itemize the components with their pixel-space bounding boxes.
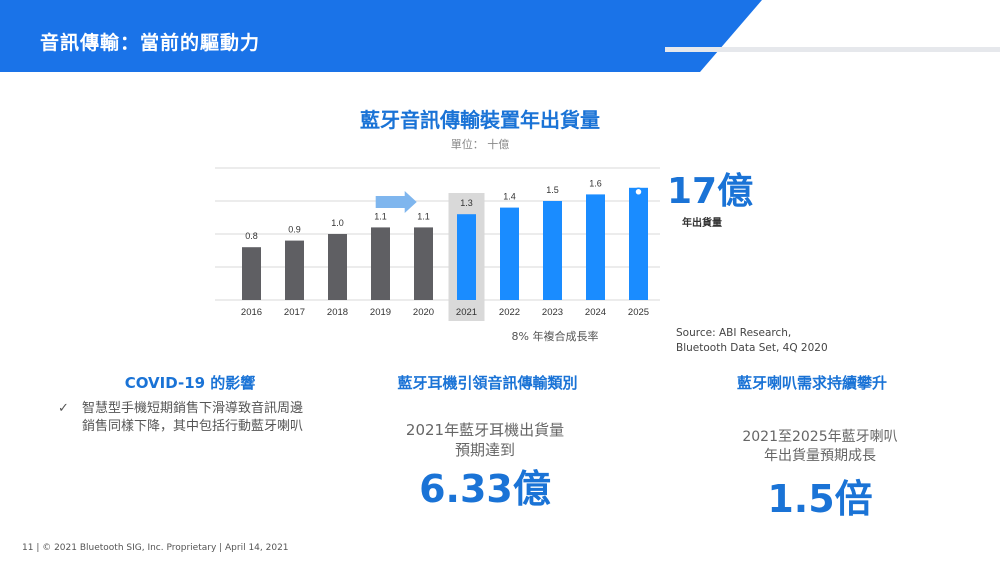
data-label-2016: 0.8 — [245, 231, 258, 241]
headphones-desc-line-2: 預期達到 — [454, 441, 515, 459]
speakers-number: 1.5倍 — [767, 477, 873, 521]
shipment-callout-value: 17億 — [667, 171, 754, 212]
covid-bullet-text: 智慧型手機短期銷售下滑導致音訊周邊銷售同樣下降，其中包括行動藍牙喇叭 — [82, 401, 304, 434]
x-tick-2024: 2024 — [585, 307, 606, 318]
x-tick-2021: 2021 — [456, 307, 477, 318]
x-tick-2020: 2020 — [413, 307, 434, 318]
data-label-2017: 0.9 — [288, 225, 301, 235]
x-tick-2016: 2016 — [241, 307, 262, 318]
x-tick-2023: 2023 — [542, 307, 563, 318]
chart-unit-label: 單位： 十億 — [450, 138, 510, 151]
headphones-desc: 2021年藍牙耳機出貨量 預期達到 — [380, 420, 590, 460]
speakers-desc: 2021至2025年藍牙喇叭 年出貨量預期成長 — [720, 428, 920, 466]
data-label-2020: 1.1 — [417, 211, 430, 221]
bar-2021 — [457, 214, 476, 300]
speakers-title: 藍牙喇叭需求持續攀升 — [736, 374, 887, 392]
data-label-2024: 1.6 — [589, 178, 602, 188]
headphones-desc-line-1: 2021年藍牙耳機出貨量 — [405, 421, 565, 439]
slide-title: 音訊傳輸：當前的驅動力 — [40, 32, 261, 54]
speakers-desc-line-2: 年出貨量預期成長 — [764, 448, 876, 464]
cagr-note: 8% 年複合成長率 — [511, 330, 599, 343]
source-line-2: Bluetooth Data Set, 4Q 2020 — [676, 342, 828, 354]
shipment-callout-label: 年出貨量 — [682, 218, 722, 229]
data-label-2023: 1.5 — [546, 185, 559, 195]
data-label-2022: 1.4 — [503, 192, 516, 202]
header-shape — [0, 0, 1000, 72]
headphones-title: 藍牙耳機引領音訊傳輸類別 — [397, 374, 578, 392]
data-label-2021: 1.3 — [460, 198, 473, 208]
bar-2024 — [586, 194, 605, 300]
bar-2025 — [629, 187, 648, 300]
x-tick-2019: 2019 — [370, 307, 391, 318]
source-note: Source: ABI Research, Bluetooth Data Set… — [676, 326, 866, 356]
check-icon: ✓ — [58, 401, 69, 416]
bar-2019 — [371, 227, 390, 300]
data-label-2019: 1.1 — [374, 211, 387, 221]
bar-2023 — [543, 201, 562, 300]
covid-impact-title: COVID-19 的影響 — [124, 374, 256, 392]
bar-2020 — [414, 227, 433, 300]
speakers-desc-line-1: 2021至2025年藍牙喇叭 — [742, 429, 898, 445]
headphones-number: 6.33億 — [419, 467, 551, 511]
bar-2018 — [328, 234, 347, 300]
source-line-1: Source: ABI Research, — [676, 327, 792, 339]
x-tick-2025: 2025 — [628, 307, 649, 318]
x-tick-2018: 2018 — [327, 307, 348, 318]
bar-2017 — [285, 240, 304, 300]
data-label-2018: 1.0 — [331, 218, 344, 228]
footer: 11 | © 2021 Bluetooth SIG, Inc. Propriet… — [22, 543, 289, 553]
callout-marker — [634, 187, 643, 197]
x-tick-2017: 2017 — [284, 307, 305, 318]
chart-title: 藍牙音訊傳輸裝置年出貨量 — [360, 108, 600, 132]
bar-2016 — [242, 247, 261, 300]
x-tick-2022: 2022 — [499, 307, 520, 318]
arrow-right-icon — [375, 191, 417, 213]
bar-2022 — [500, 207, 519, 300]
header-band — [0, 0, 1000, 72]
